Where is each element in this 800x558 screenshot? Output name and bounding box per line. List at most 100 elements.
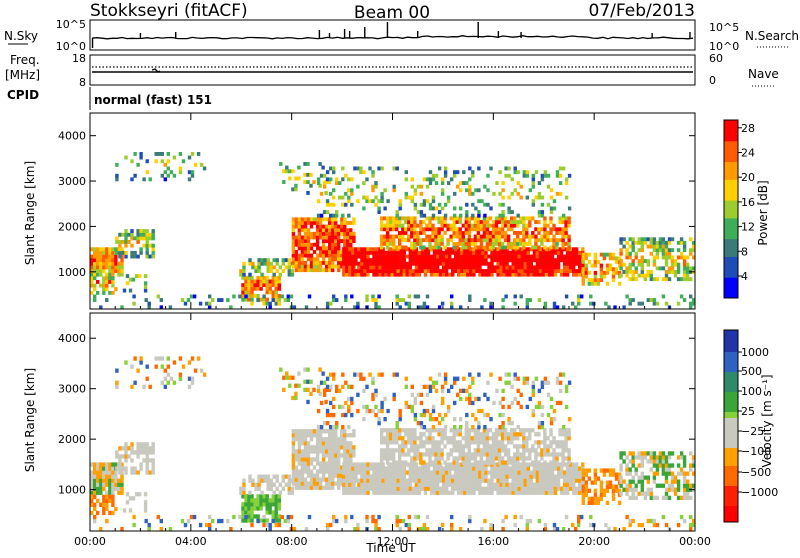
echo-cell [461,234,465,239]
echo-cell [359,170,363,175]
echo-cell [300,453,305,458]
echo-cell [692,255,696,260]
echo-cell [413,452,417,457]
echo-cell [384,466,388,471]
echo-cell [392,238,396,243]
echo-cell [145,240,149,244]
echo-cell [297,221,302,225]
echo-cell [481,470,485,475]
echo-cell [414,486,419,491]
echo-cell [664,463,669,468]
echo-cell [345,474,349,479]
echo-cell [321,449,326,454]
echo-cell [534,238,538,243]
echo-cell [549,396,554,402]
echo-cell [507,380,511,385]
echo-cell [531,231,535,235]
echo-cell [319,425,324,430]
echo-cell [643,240,647,245]
echo-cell [491,460,496,465]
echo-cell [120,269,124,273]
echo-cell [407,452,411,457]
echo-cell [488,452,493,457]
echo-cell [372,272,376,277]
echo-cell [454,486,458,491]
echo-cell [532,272,537,277]
echo-cell [431,380,436,385]
echo-cell [544,470,549,475]
echo-cell [356,522,360,528]
power-colorbar-cell [724,203,738,207]
echo-cell [432,486,437,491]
echo-cell [661,495,666,500]
echo-cell [423,474,428,479]
echo-cell [628,479,632,484]
echo-cell [114,265,118,270]
echo-cell [580,514,584,520]
echo-cell [522,241,526,246]
echo-cell [558,380,563,385]
echo-cell [405,269,409,273]
echo-cell [395,448,399,453]
echo-cell [435,474,440,479]
echo-cell [475,258,479,263]
echo-cell [664,459,669,464]
echo-cell [297,217,302,222]
echo-cell [531,380,535,385]
echo-cell [351,466,355,471]
echo-cell [652,262,657,267]
echo-cell [689,301,693,306]
echo-cell [423,486,428,491]
echo-cell [340,469,344,474]
echo-cell [607,305,611,310]
y-tick-label: 4000 [58,332,86,345]
echo-cell [387,258,391,263]
echo-cell [508,269,512,273]
echo-cell [118,446,122,451]
echo-cell [458,432,462,437]
echo-cell [537,404,542,410]
echo-cell [478,269,482,273]
echo-cell [115,250,119,255]
echo-cell [375,265,379,270]
echo-cell [487,478,491,483]
echo-cell [440,191,445,196]
echo-cell [325,527,330,532]
echo-cell [328,429,332,434]
echo-cell [130,458,134,463]
echo-cell [564,195,569,200]
echo-cell [541,261,546,266]
echo-cell [256,494,260,499]
echo-cell [360,272,364,277]
echo-cell [529,482,533,487]
echo-cell [374,527,378,532]
echo-cell [440,220,444,224]
echo-cell [382,241,387,246]
echo-cell [455,231,459,235]
echo-cell [471,412,475,418]
echo-cell [334,457,338,462]
echo-cell [105,502,109,507]
echo-cell [460,466,464,471]
echo-cell [407,527,411,532]
echo-cell [493,470,497,475]
echo-cell [365,514,369,520]
echo-cell [277,279,281,284]
echo-cell [438,486,443,491]
echo-cell [263,478,267,483]
echo-cell [142,232,146,237]
echo-cell [622,244,626,249]
echo-cell [640,248,644,253]
echo-cell [540,238,544,243]
echo-cell [96,250,100,255]
echo-cell [505,490,509,495]
echo-cell [514,486,518,491]
echo-cell [467,227,471,232]
echo-cell [143,274,148,278]
echo-cell [145,250,149,255]
echo-cell [555,452,559,457]
echo-cell [349,239,353,243]
echo-cell [528,456,532,461]
echo-cell [124,254,128,259]
echo-cell [499,265,503,270]
